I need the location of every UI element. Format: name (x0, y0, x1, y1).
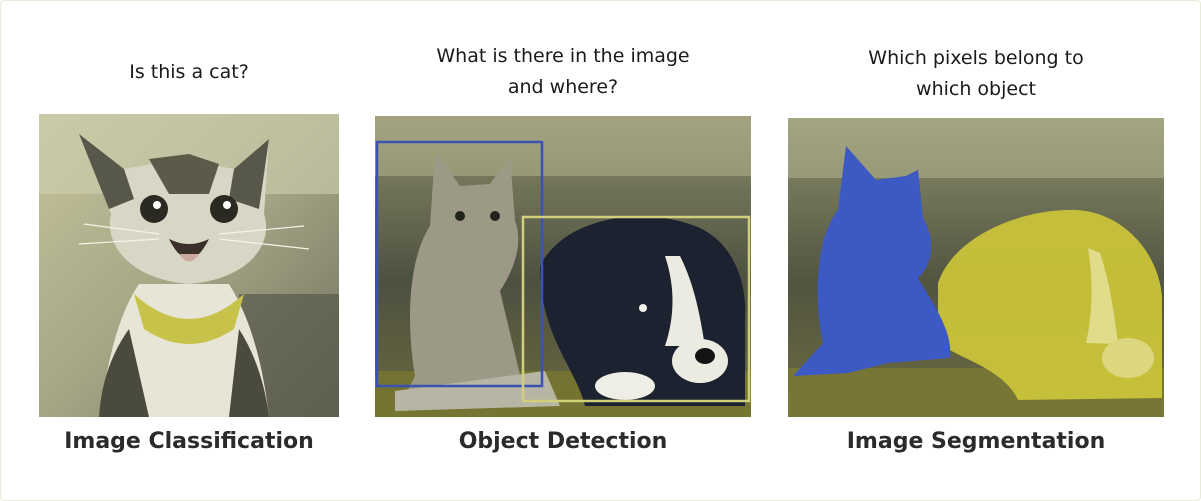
cat-dog-photo-segmentation (788, 118, 1164, 417)
segmentation-caption: Image Segmentation (846, 429, 1106, 454)
detection-question: What is there in the image and where? (373, 41, 753, 103)
cat-mask (793, 146, 951, 376)
cat-photo (39, 114, 339, 417)
cat-dog-photo-detection (375, 116, 751, 417)
classification-caption: Image Classification (64, 429, 314, 454)
question-line: Is this a cat? (129, 61, 249, 83)
question-line: and where? (507, 76, 619, 98)
question-line: which object (916, 78, 1036, 100)
classification-question: Is this a cat? (39, 57, 339, 88)
question-line: What is there in the image (436, 45, 690, 67)
segmentation-question: Which pixels belong to which object (788, 43, 1164, 105)
question-line: Which pixels belong to (868, 47, 1084, 69)
cat-bounding-box (375, 140, 544, 388)
detection-caption: Object Detection (458, 429, 668, 454)
dog-bounding-box (521, 215, 751, 403)
